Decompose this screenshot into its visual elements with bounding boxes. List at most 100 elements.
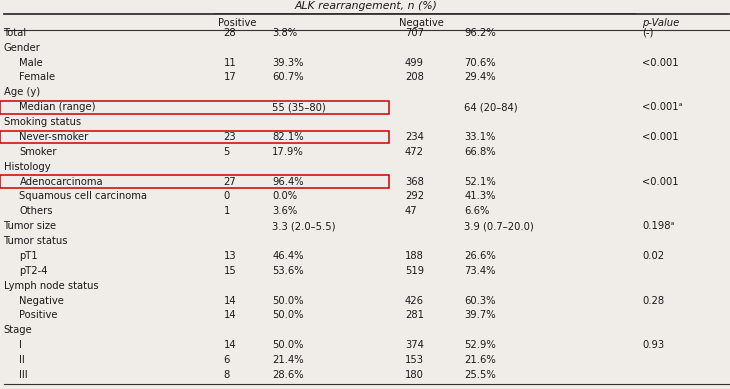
Text: Histology: Histology (4, 162, 50, 172)
Text: Smoker: Smoker (20, 147, 57, 157)
Text: 180: 180 (405, 370, 423, 380)
Text: 82.1%: 82.1% (272, 132, 304, 142)
Text: p-Value: p-Value (642, 18, 680, 28)
Text: 55 (35–80): 55 (35–80) (272, 102, 326, 112)
Text: 17.9%: 17.9% (272, 147, 304, 157)
Text: III: III (20, 370, 28, 380)
Text: 707: 707 (405, 28, 424, 38)
Text: Negative: Negative (399, 18, 444, 28)
Text: Tumor size: Tumor size (4, 221, 57, 231)
Text: Positive: Positive (218, 18, 256, 28)
Text: 25.5%: 25.5% (464, 370, 496, 380)
Text: 234: 234 (405, 132, 423, 142)
Text: Squamous cell carcinoma: Squamous cell carcinoma (20, 191, 147, 202)
Text: Negative: Negative (20, 296, 64, 305)
Text: 188: 188 (405, 251, 423, 261)
Text: 60.3%: 60.3% (464, 296, 496, 305)
Text: 64 (20–84): 64 (20–84) (464, 102, 518, 112)
Text: 0.93: 0.93 (642, 340, 664, 350)
Text: 52.9%: 52.9% (464, 340, 496, 350)
Text: <0.001: <0.001 (642, 177, 679, 187)
Text: 8: 8 (223, 370, 230, 380)
Text: 519: 519 (405, 266, 424, 276)
Text: 15: 15 (223, 266, 237, 276)
Text: 472: 472 (405, 147, 424, 157)
Text: 50.0%: 50.0% (272, 340, 304, 350)
Text: 208: 208 (405, 72, 423, 82)
Text: Median (range): Median (range) (20, 102, 96, 112)
Text: Others: Others (20, 206, 53, 216)
Text: Gender: Gender (4, 43, 40, 53)
Text: Smoking status: Smoking status (4, 117, 80, 127)
Text: 23: 23 (223, 132, 236, 142)
Text: 11: 11 (223, 58, 237, 68)
Text: 29.4%: 29.4% (464, 72, 496, 82)
Text: 374: 374 (405, 340, 423, 350)
Text: Lymph node status: Lymph node status (4, 280, 98, 291)
Text: 3.3 (2.0–5.5): 3.3 (2.0–5.5) (272, 221, 336, 231)
Text: 39.7%: 39.7% (464, 310, 496, 321)
Text: 14: 14 (223, 340, 236, 350)
Text: 3.8%: 3.8% (272, 28, 297, 38)
Text: Female: Female (20, 72, 55, 82)
Text: 96.2%: 96.2% (464, 28, 496, 38)
Text: 1: 1 (223, 206, 230, 216)
Text: 66.8%: 66.8% (464, 147, 496, 157)
Text: 368: 368 (405, 177, 423, 187)
Text: 41.3%: 41.3% (464, 191, 496, 202)
Text: 5: 5 (223, 147, 230, 157)
Text: 0.0%: 0.0% (272, 191, 297, 202)
Text: 50.0%: 50.0% (272, 310, 304, 321)
Text: 0.02: 0.02 (642, 251, 664, 261)
Text: 33.1%: 33.1% (464, 132, 496, 142)
Text: Adenocarcinoma: Adenocarcinoma (20, 177, 103, 187)
Text: 53.6%: 53.6% (272, 266, 304, 276)
Text: 3.6%: 3.6% (272, 206, 297, 216)
Text: 60.7%: 60.7% (272, 72, 304, 82)
Text: ALK rearrangement, n (%): ALK rearrangement, n (%) (295, 0, 438, 11)
Text: 426: 426 (405, 296, 424, 305)
Text: 96.4%: 96.4% (272, 177, 304, 187)
Text: 17: 17 (223, 72, 237, 82)
Text: (-): (-) (642, 28, 653, 38)
Text: <0.001: <0.001 (642, 58, 679, 68)
Text: Age (y): Age (y) (4, 87, 39, 97)
Text: 28: 28 (223, 28, 236, 38)
Text: 28.6%: 28.6% (272, 370, 304, 380)
Text: 0.28: 0.28 (642, 296, 664, 305)
Text: 153: 153 (405, 355, 424, 365)
Text: 52.1%: 52.1% (464, 177, 496, 187)
Text: <0.001ᵃ: <0.001ᵃ (642, 102, 683, 112)
Text: 70.6%: 70.6% (464, 58, 496, 68)
Text: Total: Total (4, 28, 27, 38)
Text: 21.6%: 21.6% (464, 355, 496, 365)
Text: 39.3%: 39.3% (272, 58, 304, 68)
Text: 14: 14 (223, 296, 236, 305)
Text: 26.6%: 26.6% (464, 251, 496, 261)
Text: 13: 13 (223, 251, 236, 261)
Text: 47: 47 (405, 206, 418, 216)
Text: 50.0%: 50.0% (272, 296, 304, 305)
Text: 6.6%: 6.6% (464, 206, 490, 216)
Text: 0: 0 (223, 191, 230, 202)
Text: pT1: pT1 (20, 251, 38, 261)
Text: 281: 281 (405, 310, 424, 321)
Text: 46.4%: 46.4% (272, 251, 304, 261)
Text: 292: 292 (405, 191, 424, 202)
Text: 0.198ᵃ: 0.198ᵃ (642, 221, 675, 231)
Text: 499: 499 (405, 58, 424, 68)
Text: <0.001: <0.001 (642, 132, 679, 142)
Text: 21.4%: 21.4% (272, 355, 304, 365)
Text: 6: 6 (223, 355, 230, 365)
Text: 3.9 (0.7–20.0): 3.9 (0.7–20.0) (464, 221, 534, 231)
Text: 27: 27 (223, 177, 237, 187)
Text: pT2-4: pT2-4 (20, 266, 48, 276)
Text: Stage: Stage (4, 325, 32, 335)
Text: 73.4%: 73.4% (464, 266, 496, 276)
Text: I: I (20, 340, 23, 350)
Text: Tumor status: Tumor status (4, 236, 68, 246)
Text: Male: Male (20, 58, 43, 68)
Text: Never-smoker: Never-smoker (20, 132, 89, 142)
Text: Positive: Positive (20, 310, 58, 321)
Text: 14: 14 (223, 310, 236, 321)
